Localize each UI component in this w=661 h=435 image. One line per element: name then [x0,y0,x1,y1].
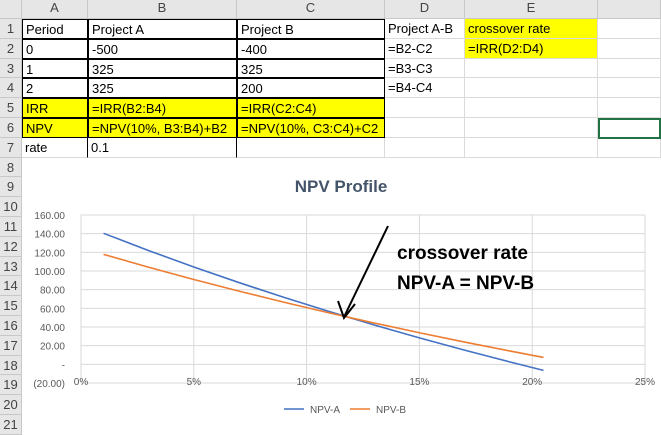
chart-title: NPV Profile [295,177,388,196]
legend-label-npv-b: NPV-B [376,405,406,416]
cell-f3[interactable] [598,58,661,79]
cell-b7[interactable]: 0.1 [88,137,237,158]
x-tick-label: 25% [635,377,655,388]
cell-c1[interactable]: Project B [237,19,385,39]
cell-d5[interactable] [385,98,465,118]
cell-b5[interactable]: =IRR(B2:B4) [88,98,237,118]
row-header-3[interactable]: 3 [0,58,22,79]
cell-a5[interactable]: IRR [22,98,88,118]
npv-profile-chart[interactable]: NPV Profile (20.00) - 20.00 40.00 60.00 80.00 1… [22,163,661,423]
row-header-14[interactable]: 14 [0,276,22,297]
cell-e1[interactable]: crossover rate [465,19,598,39]
cell-e5[interactable] [465,98,598,118]
row-header-20[interactable]: 20 [0,395,22,415]
row-header-9[interactable]: 9 [0,177,22,198]
column-header-e[interactable]: E [465,0,598,19]
cell-f4[interactable] [598,78,661,99]
cell-b4[interactable]: 325 [88,78,237,99]
cell-f1[interactable] [598,19,661,39]
x-tick-label: 0% [74,377,89,388]
column-header-a[interactable]: A [22,0,88,19]
cell-e4[interactable] [465,78,598,99]
series-line-npv-b [103,253,544,359]
cell-d1[interactable]: Project A-B [385,19,465,39]
cell-a6[interactable]: NPV [22,118,88,138]
row-header-8[interactable]: 8 [0,157,22,178]
column-header-b[interactable]: B [88,0,237,19]
cell-e7[interactable] [465,137,598,158]
y-tick-label: 160.00 [34,211,65,222]
row-header-2[interactable]: 2 [0,38,22,59]
annotation-line2: NPV-A = NPV-B [397,273,534,294]
cell-d4[interactable]: =B4-C4 [385,78,465,99]
row-header-10[interactable]: 10 [0,197,22,217]
row-header-15[interactable]: 15 [0,296,22,316]
y-tick-label: 140.00 [34,230,65,241]
cell-a4[interactable]: 2 [22,78,88,99]
cell-b1[interactable]: Project A [88,19,237,39]
arrow-head-icon [337,300,356,321]
y-tick-label: - [62,360,65,371]
cell-c5[interactable]: =IRR(C2:C4) [237,98,385,118]
y-tick-label: (20.00) [33,379,65,390]
cell-b3[interactable]: 325 [88,58,237,79]
cell-b2[interactable]: -500 [88,38,237,59]
y-tick-label: 60.00 [40,304,65,315]
row-header-6[interactable]: 6 [0,118,22,138]
cell-a1[interactable]: Period [22,19,88,39]
y-tick-label: 80.00 [40,286,65,297]
select-all-corner[interactable] [0,0,22,19]
y-tick-label: 120.00 [34,248,65,259]
y-tick-label: 40.00 [40,323,65,334]
cell-b6[interactable]: =NPV(10%, B3:B4)+B2 [88,118,237,138]
row-header-17[interactable]: 17 [0,335,22,356]
cell-f5[interactable] [598,98,661,118]
x-tick-label: 20% [522,377,542,388]
cell-c3[interactable]: 325 [237,58,385,79]
cell-f2[interactable] [598,38,661,59]
y-tick-label: 20.00 [40,342,65,353]
row-header-5[interactable]: 5 [0,98,22,118]
row-header-7[interactable]: 7 [0,137,22,158]
row-header-13[interactable]: 13 [0,256,22,277]
x-tick-label: 10% [297,377,317,388]
row-header-19[interactable]: 19 [0,375,22,396]
cell-a3[interactable]: 1 [22,58,88,79]
row-header-12[interactable]: 12 [0,236,22,257]
x-tick-label: 15% [409,377,429,388]
column-header-d[interactable]: D [385,0,465,19]
cell-e2[interactable]: =IRR(D2:D4) [465,38,598,59]
row-header-4[interactable]: 4 [0,78,22,99]
cell-d2[interactable]: =B2-C2 [385,38,465,59]
y-tick-label: 100.00 [34,267,65,278]
column-header-c[interactable]: C [237,0,385,19]
column-header-f[interactable] [598,0,661,19]
cell-d3[interactable]: =B3-C3 [385,58,465,79]
cell-a2[interactable]: 0 [22,38,88,59]
row-header-21[interactable]: 21 [0,415,22,435]
row-header-11[interactable]: 11 [0,217,22,237]
cell-e6[interactable] [465,118,598,138]
cell-d6[interactable] [385,118,465,138]
cell-d7[interactable] [385,137,465,158]
cell-a7[interactable]: rate [22,137,88,158]
selected-cell-f6[interactable] [598,118,661,139]
annotation-arrow [343,225,389,318]
cell-c4[interactable]: 200 [237,78,385,99]
legend-label-npv-a: NPV-A [310,405,340,416]
cell-f7[interactable] [598,137,661,158]
row-header-18[interactable]: 18 [0,355,22,376]
annotation-line1: crossover rate [397,243,528,264]
cell-c2[interactable]: -400 [237,38,385,59]
cell-c7[interactable] [237,137,385,158]
row-header-1[interactable]: 1 [0,19,22,39]
cell-c6[interactable]: =NPV(10%, C3:C4)+C2 [237,118,385,138]
row-header-16[interactable]: 16 [0,316,22,336]
x-tick-label: 5% [187,377,202,388]
series-line-npv-a [103,232,544,372]
cell-e3[interactable] [465,58,598,79]
